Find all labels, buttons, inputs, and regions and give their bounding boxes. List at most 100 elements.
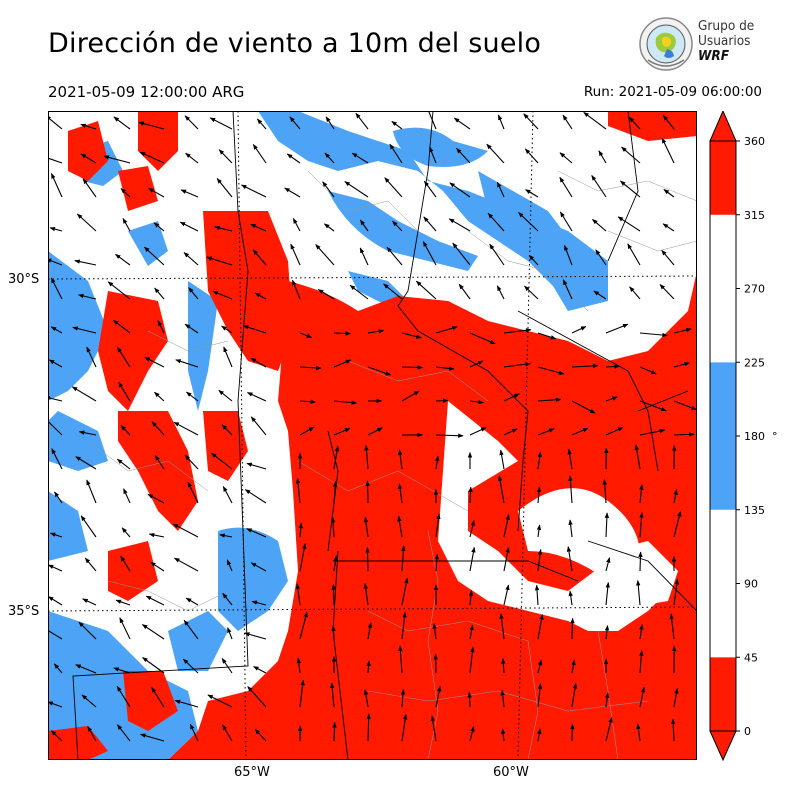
wind-arrow — [252, 144, 267, 164]
wind-arrow — [605, 323, 629, 334]
wind-arrow — [180, 189, 199, 198]
wind-arrow — [216, 178, 233, 198]
wind-arrow — [189, 723, 199, 742]
wind-arrow — [604, 625, 610, 640]
wind-arrow — [299, 426, 315, 436]
wind-arrow — [51, 448, 63, 470]
wind-arrow — [139, 151, 165, 164]
wind-arrow — [364, 444, 369, 470]
wind-arrow — [103, 155, 131, 164]
lat-label-30s: 30°S — [8, 272, 40, 287]
wind-arrow — [299, 365, 322, 371]
wind-arrow — [218, 149, 233, 164]
wind-arrow — [453, 117, 471, 130]
wind-arrow — [173, 421, 199, 436]
wind-arrow — [227, 627, 233, 640]
run-time: Run: 2021-05-09 06:00:00 — [583, 84, 762, 100]
wind-arrow — [254, 728, 267, 742]
wind-arrow — [299, 332, 313, 339]
wind-arrow — [537, 428, 555, 436]
wind-arrow — [456, 147, 471, 164]
wind-arrow — [605, 426, 624, 436]
wind-arrow — [534, 584, 540, 606]
wind-arrow — [150, 561, 165, 572]
wind-arrow — [151, 421, 165, 436]
wind-arrow — [186, 391, 199, 402]
wind-arrow — [209, 117, 233, 130]
wind-arrow — [571, 682, 578, 708]
wind-arrow — [116, 346, 131, 368]
wind-arrow — [605, 396, 618, 402]
wind-arrow — [363, 516, 369, 538]
wind-arrow — [153, 222, 165, 232]
wind-arrow — [333, 445, 340, 470]
wind-arrow — [568, 475, 573, 504]
wind-arrow — [184, 454, 199, 470]
wind-arrow — [486, 143, 505, 164]
wind-arrow — [331, 584, 336, 606]
wind-arrow — [503, 546, 510, 572]
colorbar-extend-min — [709, 730, 737, 761]
wind-arrow — [120, 555, 131, 572]
wind-arrow — [401, 611, 407, 640]
wind-arrow — [76, 213, 97, 232]
wind-arrow — [116, 458, 131, 470]
wind-arrow — [673, 362, 690, 368]
wind-arrow — [469, 399, 485, 405]
wind-arrow — [537, 728, 542, 742]
wind-arrow — [86, 479, 97, 504]
wind-arrow — [398, 645, 403, 674]
wind-arrow — [570, 617, 575, 640]
wind-arrow — [292, 218, 301, 232]
wind-arrow — [397, 449, 403, 470]
wind-arrow — [226, 559, 233, 572]
wind-arrow — [175, 359, 199, 368]
wind-arrow — [605, 364, 620, 369]
wind-arrow — [536, 524, 542, 538]
wind-arrow — [359, 219, 369, 232]
wind-arrow — [80, 123, 97, 130]
wind-arrow — [48, 564, 63, 572]
wind-arrow — [325, 116, 335, 130]
wind-arrow — [571, 363, 599, 369]
wind-arrow — [449, 182, 471, 198]
wind-arrow — [673, 489, 678, 504]
wind-arrow — [401, 545, 406, 572]
wind-arrow — [154, 391, 165, 402]
wind-arrow — [634, 444, 641, 470]
wind-arrow — [469, 546, 476, 572]
wind-arrow — [182, 658, 199, 674]
wind-arrow — [187, 481, 199, 504]
wind-arrow — [636, 579, 641, 606]
wind-arrow — [628, 116, 641, 130]
wind-arrow — [118, 381, 131, 402]
wind-arrow — [80, 153, 97, 164]
wind-arrow — [183, 619, 199, 640]
wind-arrow — [673, 327, 692, 334]
wind-arrow — [602, 478, 607, 504]
wind-arrow — [214, 225, 233, 232]
wind-arrow — [639, 624, 644, 640]
wind-arrow — [223, 346, 233, 368]
logo-line1: Grupo de — [698, 18, 755, 34]
wind-arrow — [246, 528, 267, 538]
wind-arrow — [332, 721, 337, 742]
wind-arrow — [154, 287, 165, 300]
logo-line3: WRF — [698, 48, 730, 64]
wind-arrow — [537, 614, 544, 640]
wind-arrow — [154, 455, 165, 470]
wind-arrow — [148, 187, 165, 198]
wind-arrow — [583, 111, 607, 130]
wind-arrow — [113, 116, 131, 130]
wind-arrow — [115, 599, 131, 606]
wind-arrow — [330, 516, 336, 538]
wind-arrow — [435, 685, 442, 708]
wind-arrow — [435, 366, 455, 371]
wind-arrow — [435, 455, 440, 470]
wind-arrow — [487, 212, 505, 232]
colorbar-tick-label: 0 — [744, 725, 751, 738]
wind-arrow — [639, 400, 667, 412]
wind-arrow — [72, 326, 97, 334]
wind-arrow — [179, 221, 199, 232]
wind-arrow — [48, 395, 63, 402]
